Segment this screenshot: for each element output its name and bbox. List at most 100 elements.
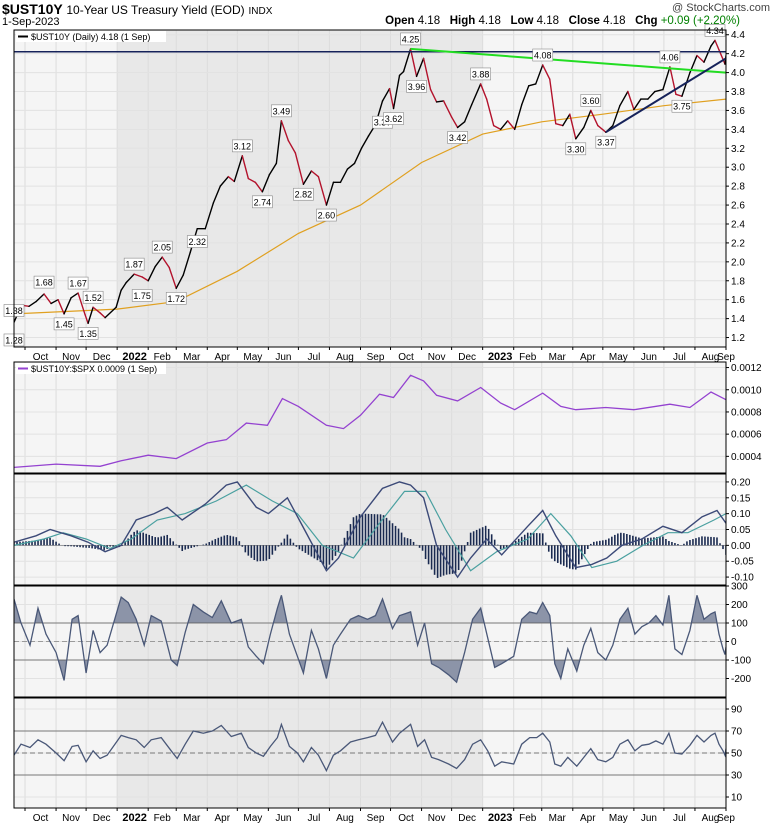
- price-segment: [287, 140, 297, 154]
- price-legend-text: $UST10Y (Daily) 4.18 (1 Sep): [31, 32, 150, 42]
- price-segment: [70, 292, 79, 299]
- annotation-box: [123, 257, 145, 271]
- price-segment: [402, 48, 412, 73]
- annotation-box: [165, 292, 187, 305]
- annotation-label: 1.68: [35, 278, 53, 288]
- price-segment: [555, 122, 564, 127]
- x-tick-label: May: [243, 352, 262, 363]
- price-segment: [450, 116, 459, 129]
- trendline-support: [605, 57, 726, 134]
- annotation-box: [293, 187, 314, 201]
- price-segment: [612, 105, 621, 127]
- panel-border: [13, 473, 727, 586]
- x-tick-label: Jun: [275, 352, 291, 363]
- price-segment: [161, 256, 170, 269]
- annotation-box: [447, 131, 468, 144]
- price-annotation: 3.60: [580, 94, 602, 107]
- y-tick-label: 3.6: [731, 106, 745, 117]
- price-segment: [662, 66, 671, 91]
- annotation-label: 1.35: [79, 329, 97, 339]
- annotation-label: 3.37: [597, 138, 615, 148]
- price-annotation: 1.87: [123, 257, 145, 271]
- price-segment: [696, 54, 705, 63]
- price-segment: [429, 88, 438, 103]
- x-tick-label: Sep: [717, 352, 735, 363]
- annotation-label: 3.60: [582, 96, 600, 106]
- x-tick-label: Nov: [62, 813, 80, 824]
- x-tick-label: Jul: [673, 813, 686, 824]
- price-segment: [294, 152, 305, 185]
- price-segment: [619, 90, 629, 107]
- y-tick-label: -0.10: [731, 573, 754, 584]
- annotation-label: 3.12: [234, 141, 252, 151]
- annotation-box: [406, 80, 427, 93]
- price-segment: [415, 57, 425, 78]
- price-segment: [84, 314, 89, 325]
- price-segment: [398, 70, 405, 77]
- x-tick-label: Dec: [458, 813, 476, 824]
- annotation-box: [595, 135, 617, 149]
- y-tick-label: 50: [731, 749, 743, 760]
- price-segment: [710, 39, 716, 47]
- annotation-label: 1.52: [84, 293, 102, 303]
- price-segment: [542, 64, 551, 80]
- open-value: 4.18: [417, 15, 441, 27]
- price-segment: [479, 83, 488, 100]
- x-axis-bottom: Oct Nov Dec 2022 Feb Mar Apr May Jun Jul Aug Sep Oct…: [24, 808, 735, 824]
- y-tick-label: 3.8: [731, 87, 745, 98]
- chart-header: $UST10Y 10-Year US Treasury Yield (EOD) …: [0, 0, 780, 30]
- price-segment: [43, 293, 52, 305]
- y-tick-label: 0.0006: [731, 430, 762, 441]
- x-tick-label: Apr: [580, 352, 596, 363]
- x-tick-label: 2023: [488, 351, 512, 363]
- price-segment: [154, 256, 163, 268]
- price-segment: [339, 168, 349, 184]
- price-annotation: 1.67: [67, 276, 89, 290]
- chart-date: 1-Sep-2023: [2, 16, 60, 28]
- macd-signal-line: [14, 484, 726, 572]
- annotation-box: [252, 195, 273, 209]
- x-tick-label: Nov: [62, 352, 80, 363]
- y-tick-label: 3.2: [731, 144, 745, 155]
- price-annotation: 3.96: [406, 80, 427, 93]
- annotation-box: [67, 276, 89, 290]
- price-segment: [50, 298, 59, 305]
- annotation-box: [470, 67, 491, 81]
- symbol: $UST10Y: [2, 1, 63, 17]
- price-segment: [442, 100, 453, 118]
- macd-line: [14, 481, 726, 579]
- annotation-box: [151, 240, 173, 254]
- price-segment: [514, 104, 523, 131]
- annotation-label: 3.42: [449, 133, 467, 143]
- price-segment: [310, 170, 320, 178]
- price-segment: [485, 98, 495, 127]
- price-segment: [241, 155, 250, 180]
- price-segment: [87, 306, 94, 325]
- annotation-label: 2.05: [153, 243, 171, 253]
- price-segment: [57, 298, 65, 315]
- x-tick-label: Aug: [702, 813, 720, 824]
- price-segment: [654, 88, 664, 93]
- annotation-label: 3.75: [673, 102, 691, 112]
- price-segment: [115, 289, 122, 308]
- price-annotation: 2.05: [151, 240, 173, 254]
- cci-fill-upper: [14, 595, 726, 623]
- y-axis-panel-1: 0.0004 0.0006 0.0008 0.0010 0.0012: [14, 363, 762, 463]
- y-tick-label: 0.15: [731, 493, 751, 504]
- legend-box: [16, 31, 166, 42]
- y-tick-label: 2.6: [731, 201, 745, 212]
- annotation-label: 4.06: [661, 52, 679, 62]
- price-segment: [714, 39, 720, 51]
- annotation-box: [400, 32, 421, 46]
- annotation-box: [580, 94, 602, 107]
- price-segment: [147, 265, 156, 282]
- price-segment: [63, 297, 72, 315]
- annotation-label: 3.30: [567, 144, 585, 154]
- y-tick-label: -100: [731, 656, 751, 667]
- y-tick-label: 90: [731, 705, 743, 716]
- x-tick-label: Dec: [93, 352, 111, 363]
- price-segment: [456, 121, 466, 129]
- cci-line: [14, 595, 726, 684]
- annotation-label: 3.62: [385, 114, 403, 124]
